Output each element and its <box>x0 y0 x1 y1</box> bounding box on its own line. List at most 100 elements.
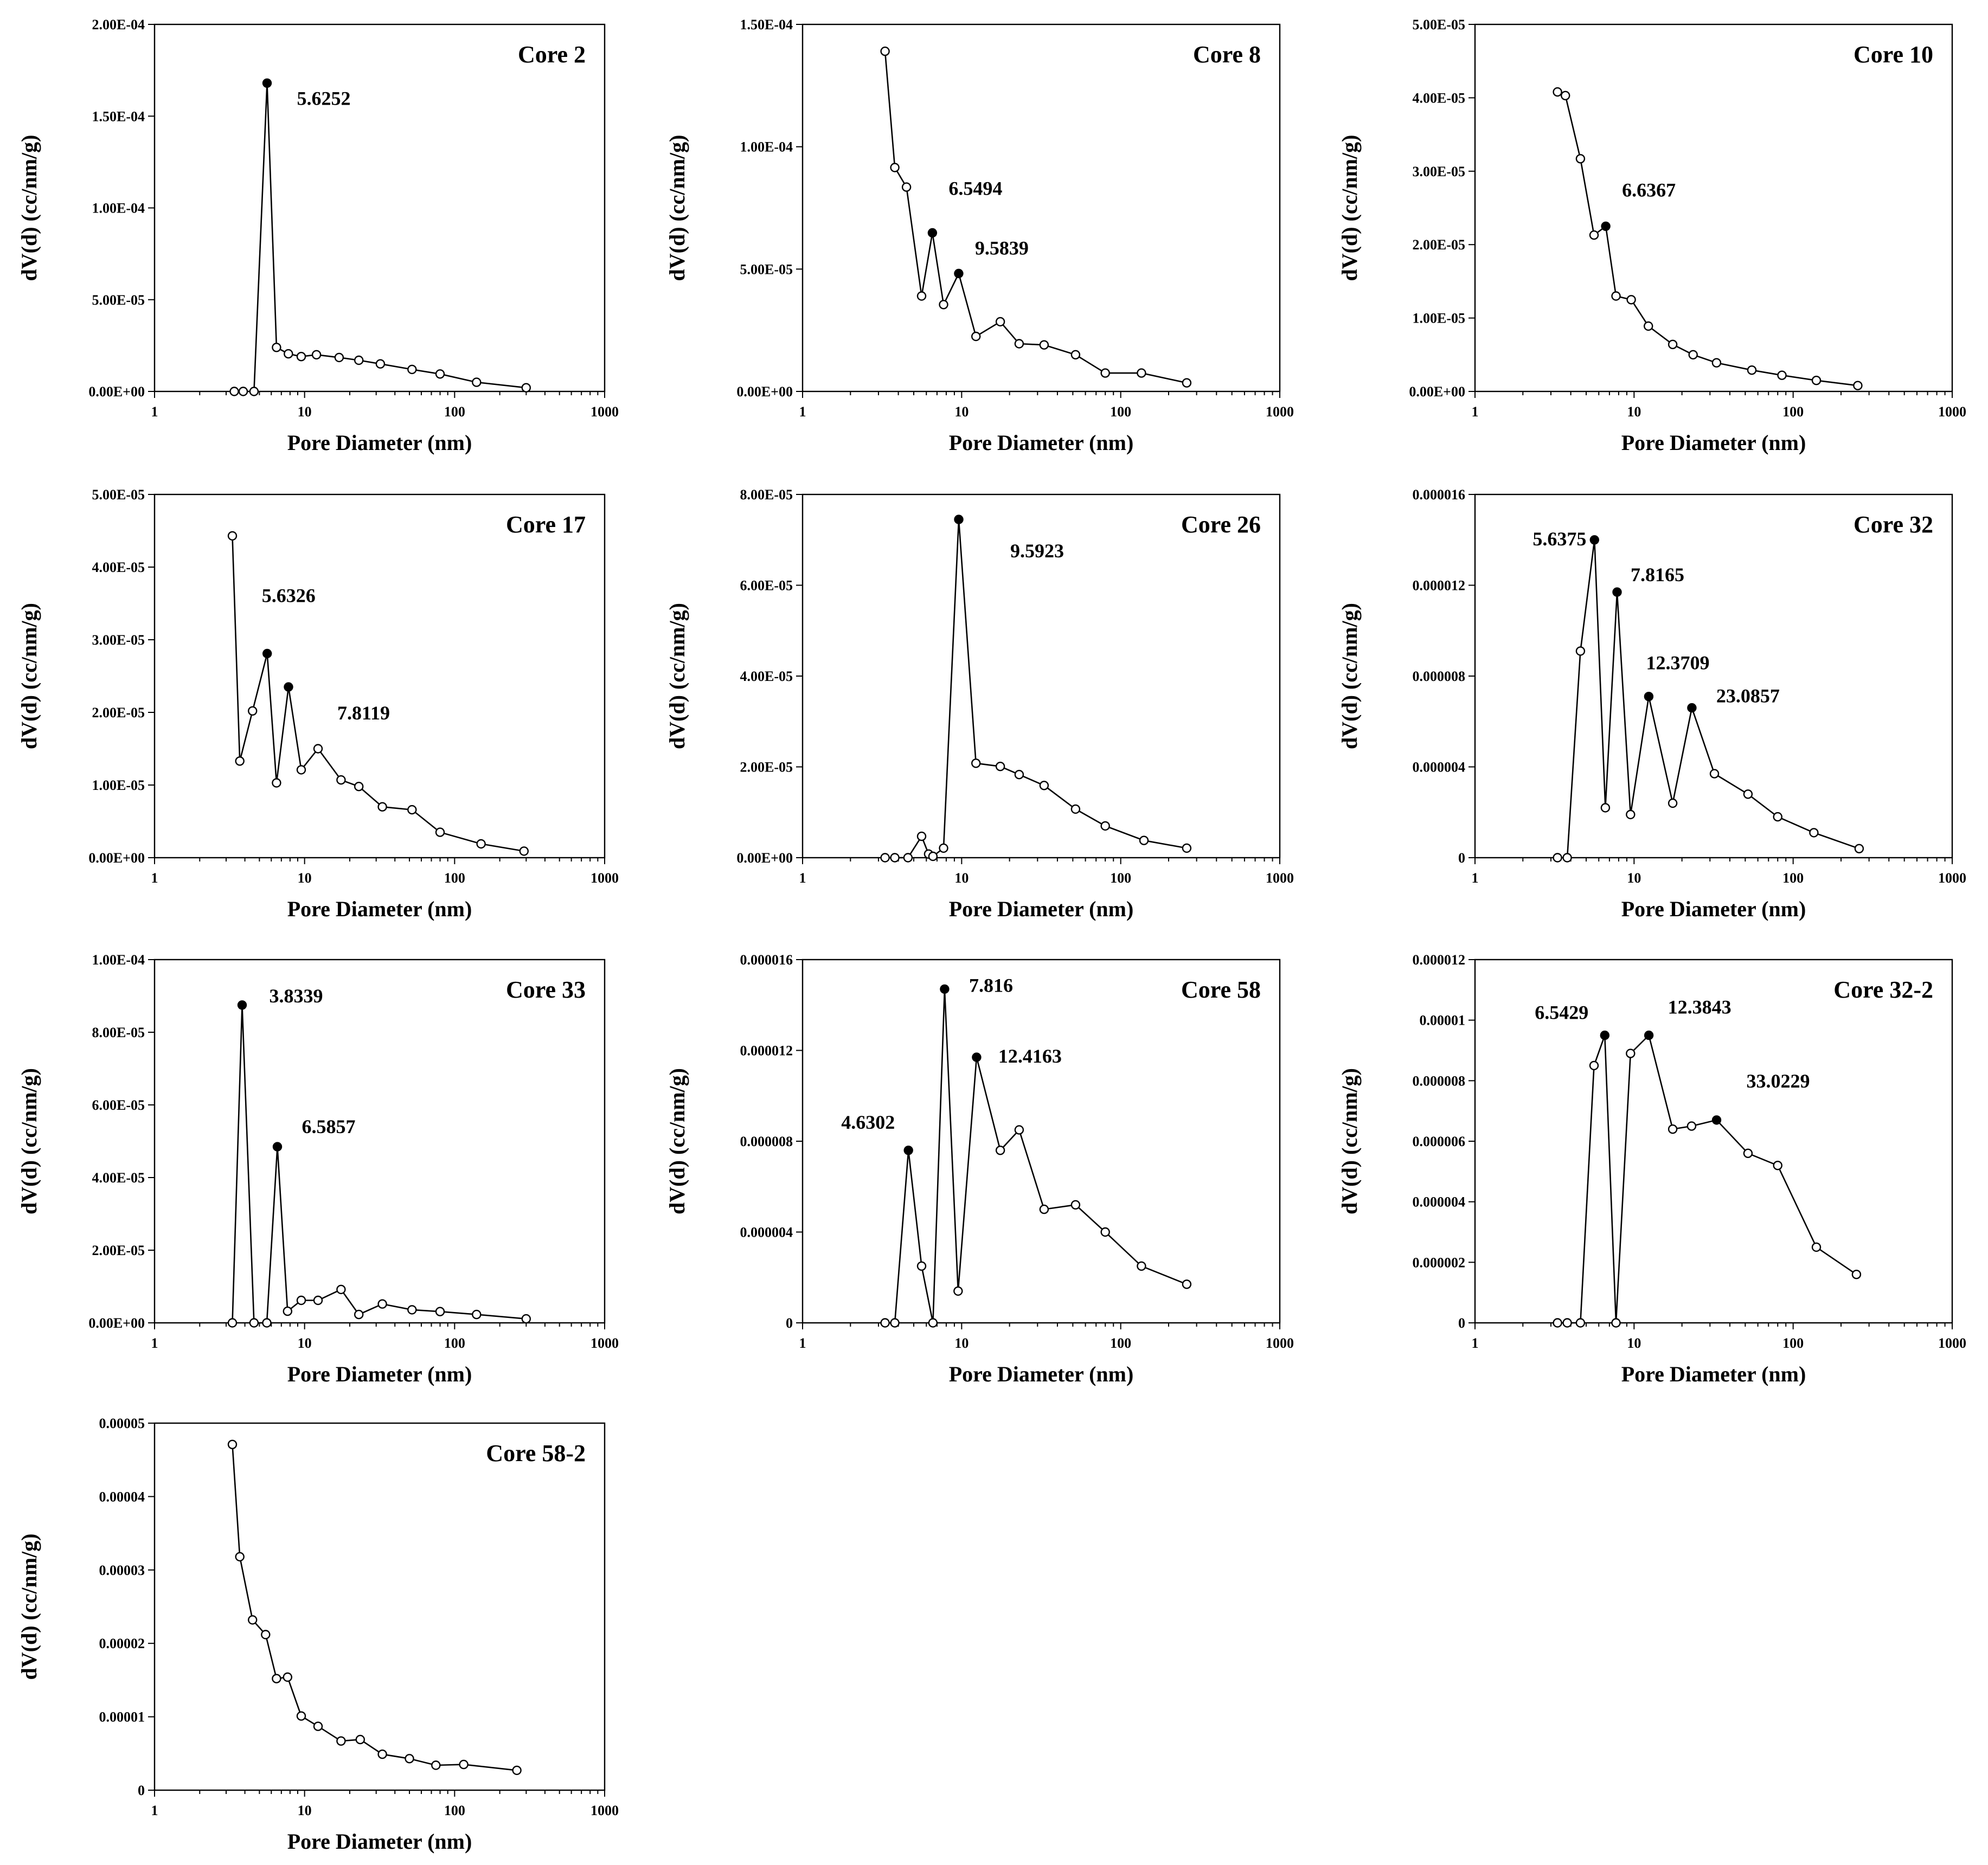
peak-point <box>237 1000 247 1010</box>
x-axis-label: Pore Diameter (nm) <box>949 897 1134 921</box>
y-tick-label: 0 <box>138 1783 145 1798</box>
x-tick-label: 1000 <box>1938 870 1966 886</box>
y-tick-label: 0.000008 <box>740 1134 793 1149</box>
chart-panel-0: 1 10 100 1000 0.00E+00 5.00E-05 1.00E-04 1.50E-… <box>17 17 619 455</box>
data-point <box>519 846 529 856</box>
y-axis-label: dV(d) (cc/nm/g) <box>665 135 689 281</box>
x-tick-label: 10 <box>298 1803 312 1818</box>
data-point <box>903 853 913 863</box>
y-tick-label: 4.00E-05 <box>92 1170 145 1186</box>
x-tick-label: 10 <box>954 870 969 886</box>
data-point <box>939 843 948 853</box>
y-axis-label: dV(d) (cc/nm/g) <box>1337 135 1362 281</box>
peak-label: 7.8165 <box>1631 564 1684 586</box>
data-point <box>377 802 387 812</box>
data-point <box>1137 1261 1146 1271</box>
y-tick-label: 1.00E-04 <box>92 201 145 216</box>
data-point <box>435 827 445 837</box>
data-point <box>1686 1121 1697 1131</box>
data-point <box>435 369 445 379</box>
data-point <box>928 851 938 861</box>
y-axis-label: dV(d) (cc/nm/g) <box>1337 1068 1362 1214</box>
peak-point <box>1644 691 1654 702</box>
x-tick-label: 1 <box>1472 870 1479 886</box>
x-tick-label: 1 <box>799 870 806 886</box>
data-point <box>283 1672 292 1682</box>
data-point <box>313 1721 323 1731</box>
series-line <box>232 536 524 852</box>
data-point <box>1668 339 1678 349</box>
data-point <box>1711 358 1722 368</box>
y-tick-label: 0.00E+00 <box>736 850 793 866</box>
x-tick-label: 10 <box>298 1335 312 1351</box>
peak-label: 6.5857 <box>302 1116 355 1137</box>
y-tick-label: 5.00E-05 <box>92 292 145 308</box>
data-point <box>995 1146 1005 1155</box>
x-tick-label: 100 <box>1110 870 1131 886</box>
data-point <box>1070 350 1081 359</box>
data-point <box>1773 1160 1782 1171</box>
peak-point <box>1711 1115 1722 1125</box>
data-point <box>1553 1318 1562 1328</box>
peak-label: 6.5494 <box>948 178 1002 200</box>
peak-label: 12.3843 <box>1668 996 1732 1018</box>
y-tick-label: 0.000004 <box>740 1225 793 1240</box>
data-point <box>1039 1204 1049 1214</box>
y-tick-label: 2.00E-05 <box>1413 237 1466 253</box>
peak-label: 12.4163 <box>998 1045 1062 1067</box>
data-point <box>1070 804 1081 814</box>
series-line <box>885 989 1187 1324</box>
x-tick-label: 100 <box>1782 1335 1804 1351</box>
y-axis-label: dV(d) (cc/nm/g) <box>17 603 41 749</box>
data-point <box>890 853 900 863</box>
y-tick-label: 1.00E-04 <box>740 139 793 155</box>
peak-label: 5.6375 <box>1532 528 1586 550</box>
data-point <box>249 387 259 396</box>
data-point <box>512 1765 522 1776</box>
peak-label: 5.6326 <box>262 584 316 606</box>
data-point <box>377 1299 387 1309</box>
y-tick-label: 4.00E-05 <box>740 668 793 684</box>
peak-label: 6.5429 <box>1535 1002 1588 1024</box>
peak-label: 7.816 <box>969 974 1013 996</box>
x-axis-label: Pore Diameter (nm) <box>287 430 472 455</box>
y-tick-label: 0.000012 <box>1413 578 1466 594</box>
data-point <box>313 744 323 754</box>
x-axis-label: Pore Diameter (nm) <box>287 1362 472 1386</box>
y-tick-label: 1.00E-05 <box>92 777 145 793</box>
y-tick-label: 0.00001 <box>99 1709 145 1725</box>
x-tick-label: 10 <box>1627 404 1641 420</box>
data-point <box>1014 769 1024 780</box>
series-line <box>1557 1034 1857 1324</box>
data-point <box>227 1318 238 1328</box>
data-point <box>1562 1318 1572 1328</box>
x-axis-label: Pore Diameter (nm) <box>287 897 472 921</box>
data-point <box>880 46 890 56</box>
x-axis-label: Pore Diameter (nm) <box>1621 430 1806 455</box>
data-point <box>971 331 981 342</box>
y-axis-label: dV(d) (cc/nm/g) <box>17 1534 41 1680</box>
x-tick-label: 1 <box>151 404 158 420</box>
chart-panel-3: 1 10 100 1000 0.00E+00 1.00E-05 2.00E-05 3.00E-… <box>17 487 619 921</box>
y-tick-label: 0.00005 <box>99 1416 145 1431</box>
data-point <box>407 364 417 375</box>
x-axis-label: Pore Diameter (nm) <box>1621 897 1806 921</box>
y-tick-label: 6.00E-05 <box>92 1097 145 1113</box>
data-point <box>1100 1227 1110 1237</box>
y-tick-label: 1.00E-04 <box>92 952 145 968</box>
data-point <box>1070 1200 1081 1210</box>
data-point <box>1137 368 1146 378</box>
y-tick-label: 4.00E-05 <box>1413 90 1466 106</box>
y-tick-label: 8.00E-05 <box>92 1025 145 1040</box>
data-point <box>354 355 364 365</box>
data-point <box>296 765 306 775</box>
data-point <box>1139 835 1149 845</box>
data-point <box>235 756 245 766</box>
plot-frame <box>153 959 606 1324</box>
peak-point <box>1589 535 1600 545</box>
y-tick-label: 0.00E+00 <box>736 384 793 400</box>
data-point <box>1626 809 1636 820</box>
chart-panel-9: 1 10 100 1000 0 0.00001 0.00002 0.00003 0.00004 0… <box>17 1416 619 1854</box>
y-tick-label: 2.00E-05 <box>92 705 145 721</box>
